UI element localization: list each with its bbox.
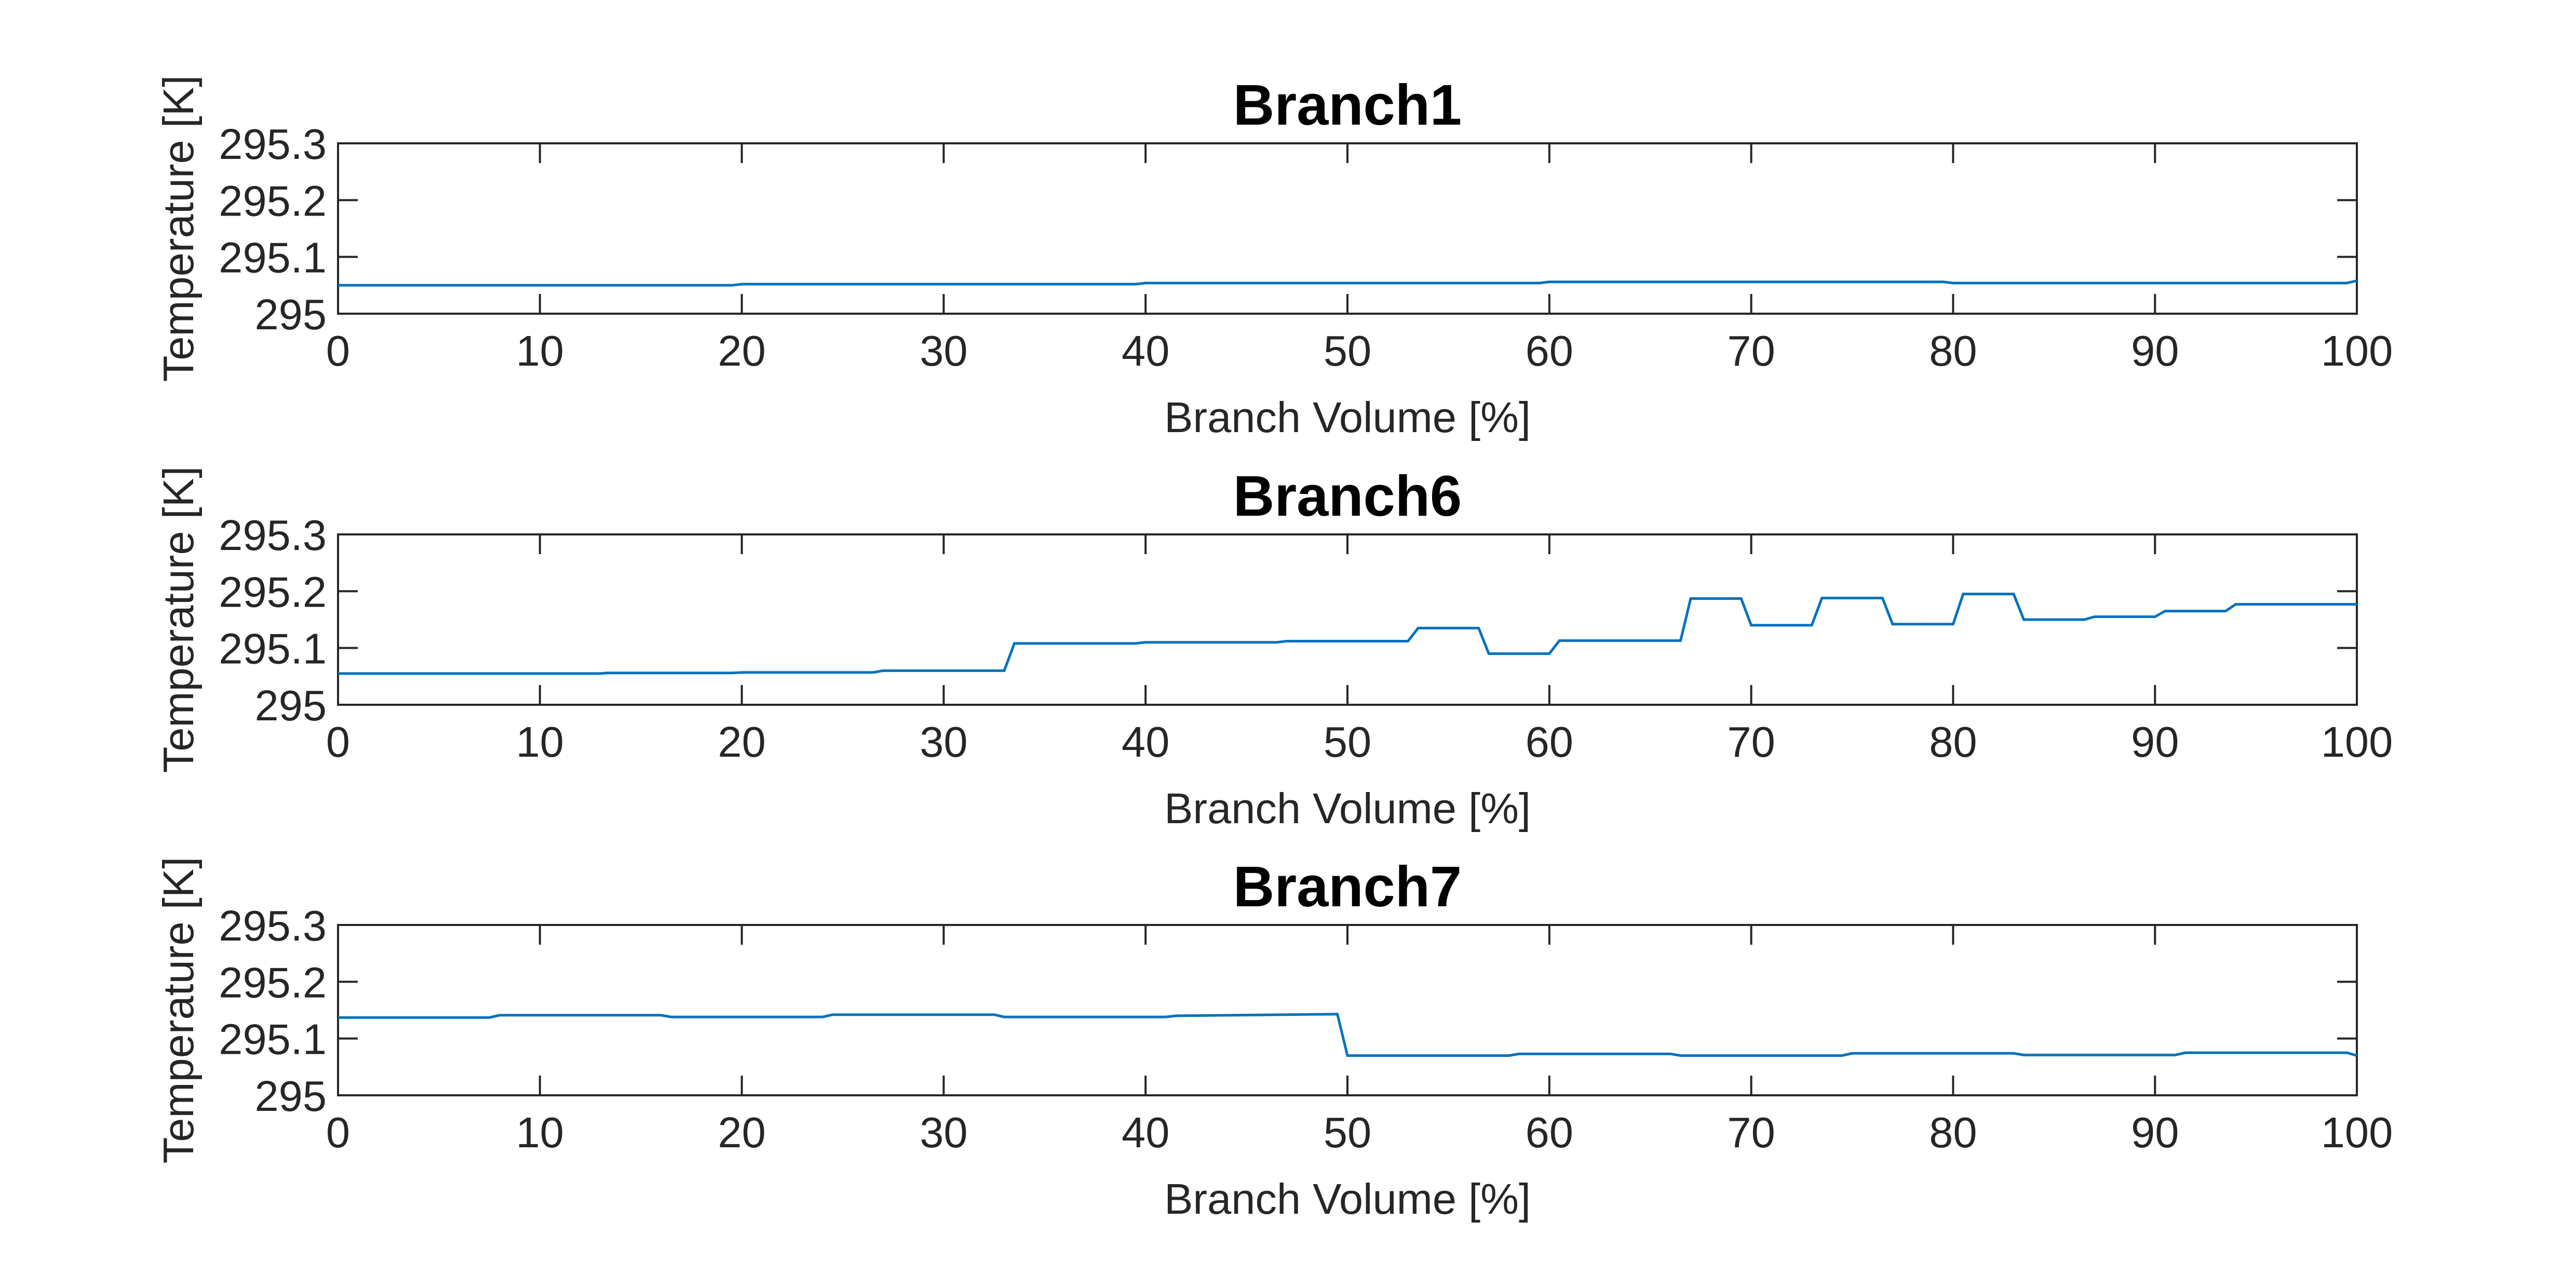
x-axis-label: Branch Volume [%]	[1164, 393, 1531, 441]
series-line	[338, 279, 2357, 287]
x-tick-label: 60	[1526, 718, 1573, 766]
x-tick-label: 100	[2321, 718, 2393, 766]
y-axis-ticks: 295 295.1 295.2 295.3	[219, 511, 2357, 730]
x-axis-ticks: 0 10 20 30 40 50 60 70 80 90 100	[326, 534, 2393, 766]
y-tick-label: 295	[255, 290, 327, 339]
series-line	[338, 1013, 2357, 1057]
y-axis-ticks: 295 295.1 295.2 295.3	[219, 902, 2357, 1120]
x-tick-label: 50	[1324, 718, 1371, 766]
x-axis-label: Branch Volume [%]	[1164, 1175, 1531, 1223]
y-tick-label: 295.1	[219, 1015, 327, 1064]
x-axis-label: Branch Volume [%]	[1164, 784, 1531, 833]
x-tick-label: 70	[1727, 1108, 1775, 1157]
y-tick-label: 295.1	[219, 625, 327, 673]
x-tick-label: 10	[516, 327, 564, 375]
y-axis-label: Temperature [K]	[154, 857, 203, 1163]
series-layer	[338, 593, 2357, 675]
x-tick-label: 50	[1324, 327, 1371, 375]
x-tick-label: 0	[326, 718, 350, 766]
x-tick-label: 0	[326, 327, 350, 375]
x-tick-label: 30	[920, 1108, 967, 1157]
x-tick-label: 80	[1929, 718, 1977, 766]
y-tick-label: 295.2	[219, 958, 327, 1007]
x-tick-label: 40	[1122, 718, 1169, 766]
x-tick-label: 60	[1526, 327, 1573, 375]
y-axis-label: Temperature [K]	[154, 466, 203, 773]
series-line	[338, 593, 2357, 675]
x-tick-label: 10	[516, 718, 564, 766]
x-tick-label: 40	[1122, 1108, 1169, 1157]
y-tick-label: 295	[255, 1072, 327, 1120]
x-tick-label: 10	[516, 1108, 564, 1157]
y-axis-ticks: 295 295.1 295.2 295.3	[219, 120, 2357, 339]
y-tick-label: 295.3	[219, 120, 327, 168]
x-tick-label: 80	[1929, 1108, 1977, 1157]
x-tick-label: 20	[718, 327, 765, 375]
x-tick-label: 100	[2321, 1108, 2393, 1157]
y-axis-label: Temperature [K]	[154, 75, 203, 382]
subplot-title: Branch7	[1233, 855, 1462, 919]
x-axis-ticks: 0 10 20 30 40 50 60 70 80 90 100	[326, 143, 2393, 375]
x-tick-label: 90	[2131, 718, 2179, 766]
x-tick-label: 40	[1122, 327, 1169, 375]
series-layer	[338, 279, 2357, 287]
x-tick-label: 50	[1324, 1108, 1371, 1157]
y-tick-label: 295.3	[219, 902, 327, 950]
x-tick-label: 30	[920, 327, 967, 375]
y-tick-label: 295.2	[219, 177, 327, 225]
x-tick-label: 0	[326, 1108, 350, 1157]
y-tick-label: 295.3	[219, 511, 327, 559]
subplot-title: Branch6	[1233, 464, 1462, 528]
subplot-branch1: Branch1 0 10 20 30 40 50 60 70 80 90 100 295295.12…	[154, 73, 2393, 441]
subplot-branch6: Branch6 0 10 20 30 40 50 60 70 80 90 100 295295.12…	[154, 464, 2393, 833]
x-tick-label: 100	[2321, 327, 2393, 375]
x-tick-label: 70	[1727, 327, 1775, 375]
x-tick-label: 20	[718, 1108, 765, 1157]
y-tick-label: 295	[255, 681, 327, 730]
y-tick-label: 295.1	[219, 234, 327, 282]
x-tick-label: 70	[1727, 718, 1775, 766]
series-layer	[338, 1013, 2357, 1057]
y-tick-label: 295.2	[219, 568, 327, 616]
x-tick-label: 80	[1929, 327, 1977, 375]
x-tick-label: 30	[920, 718, 967, 766]
x-tick-label: 90	[2131, 1108, 2179, 1157]
x-tick-label: 20	[718, 718, 765, 766]
x-axis-ticks: 0 10 20 30 40 50 60 70 80 90 100	[326, 925, 2393, 1157]
subplot-title: Branch1	[1233, 73, 1462, 137]
x-tick-label: 90	[2131, 327, 2179, 375]
x-tick-label: 60	[1526, 1108, 1573, 1157]
subplot-branch7: Branch7 0 10 20 30 40 50 60 70 80 90 100 295295.12…	[154, 855, 2393, 1223]
